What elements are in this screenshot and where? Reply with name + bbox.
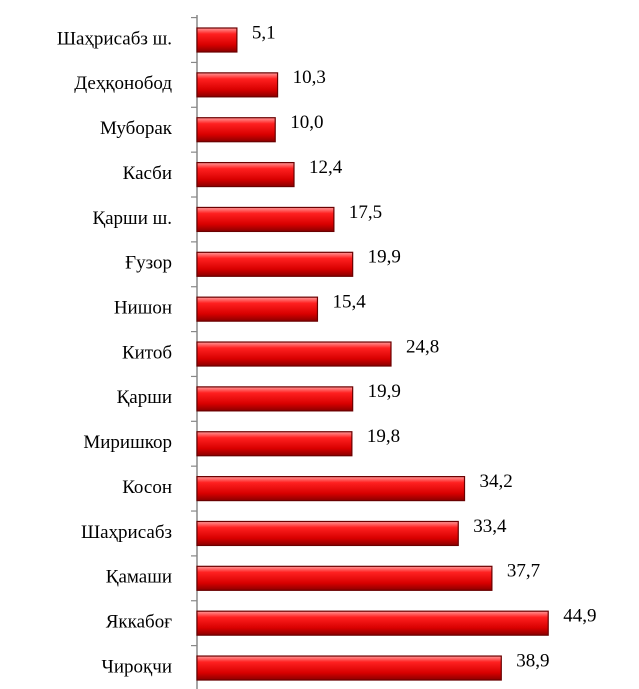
y-tick-label: Нишон: [114, 298, 172, 319]
y-tick-label: Ғузор: [125, 253, 172, 274]
value-label: 12,4: [309, 157, 343, 178]
value-label: 34,2: [480, 471, 513, 492]
bar: [196, 161, 295, 188]
value-label: 17,5: [349, 202, 382, 223]
value-label: 44,9: [563, 606, 596, 627]
y-tick-label: Деҳқонобод: [74, 73, 172, 94]
y-tick-label: Яккабоғ: [106, 612, 172, 633]
bar: [196, 206, 335, 233]
bar: [196, 655, 502, 681]
bar: [196, 565, 493, 591]
value-label: 19,8: [367, 426, 400, 447]
y-tick-label: Қарши: [117, 387, 172, 408]
value-label: 10,3: [293, 67, 326, 88]
y-tick-label: Шаҳрисабз: [81, 522, 172, 543]
bar: [196, 296, 319, 322]
bar: [196, 251, 354, 277]
bar: [196, 386, 354, 412]
bar: [196, 72, 279, 98]
y-tick-label: Косон: [122, 477, 172, 498]
bar: [196, 520, 459, 547]
bar: [196, 117, 276, 143]
bar: [196, 476, 466, 502]
y-tick-label: Миришкор: [83, 432, 172, 453]
y-tick-label: Муборак: [100, 118, 173, 139]
y-tick-label: Қамаши: [106, 567, 172, 588]
value-label: 24,8: [406, 336, 439, 357]
y-tick-label: Чироқчи: [102, 656, 172, 677]
value-label: 33,4: [473, 516, 507, 537]
y-tick-label: Китоб: [122, 342, 172, 363]
y-tick-label: Қарши ш.: [92, 208, 172, 229]
value-label: 19,9: [368, 381, 401, 402]
bar: [196, 27, 238, 53]
value-label: 37,7: [507, 561, 540, 582]
value-label: 5,1: [252, 22, 276, 43]
bar: [196, 431, 353, 457]
value-label: 10,0: [290, 112, 323, 133]
bar: [196, 341, 392, 367]
value-label: 15,4: [332, 292, 366, 313]
y-tick-label: Шаҳрисабз ш.: [57, 28, 172, 49]
y-tick-label: Касби: [123, 163, 172, 184]
value-label: 19,9: [368, 247, 401, 268]
bar: [196, 610, 549, 636]
value-label: 38,9: [516, 650, 549, 671]
